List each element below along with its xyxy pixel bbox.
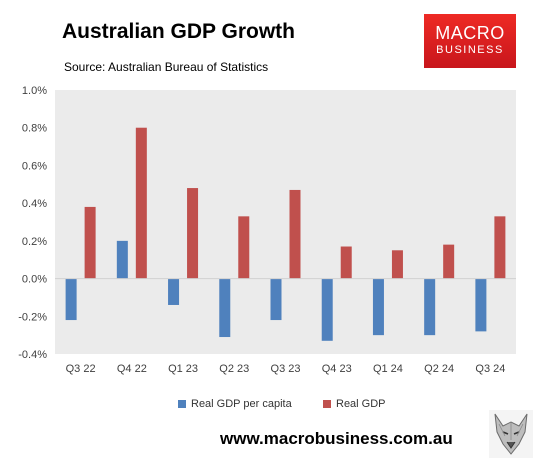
bar-real-gdp-per-capita [219, 278, 231, 338]
bar-real-gdp-per-capita [424, 278, 436, 336]
y-tick-label: 0.0% [22, 274, 47, 286]
bar-real-gdp [391, 250, 403, 279]
plot-area [55, 90, 516, 354]
y-tick-label: 1.0% [22, 85, 47, 97]
bar-real-gdp [443, 244, 455, 279]
x-tick-label: Q1 23 [168, 363, 198, 375]
legend-item-real-gdp: Real GDP [323, 398, 386, 410]
chart-title: Australian GDP Growth [62, 20, 295, 43]
chart-subtitle: Source: Australian Bureau of Statistics [64, 60, 269, 74]
bar-real-gdp-per-capita [65, 278, 77, 321]
bar-real-gdp-per-capita [475, 278, 487, 332]
legend-swatch-per-capita [178, 400, 186, 408]
x-tick-label: Q3 23 [271, 363, 301, 375]
bar-real-gdp [84, 206, 96, 279]
y-tick-label: 0.4% [22, 198, 47, 210]
bar-real-gdp [289, 189, 301, 279]
bar-real-gdp-per-capita [270, 278, 282, 321]
bar-real-gdp-per-capita [168, 278, 180, 305]
y-tick-label: -0.2% [18, 311, 47, 323]
bar-real-gdp-per-capita [116, 240, 128, 279]
logo-line-1: MACRO [435, 23, 505, 43]
x-tick-label: Q3 24 [475, 363, 505, 375]
bar-real-gdp [340, 246, 352, 279]
bar-real-gdp-per-capita [321, 278, 333, 341]
x-tick-label: Q4 22 [117, 363, 147, 375]
x-tick-label: Q4 23 [322, 363, 352, 375]
bar-real-gdp [494, 216, 506, 279]
wolf-icon [489, 410, 533, 458]
logo-line-2: BUSINESS [436, 44, 504, 56]
legend-item-real-gdp-per-capita: Real GDP per capita [178, 398, 292, 410]
website-url[interactable]: www.macrobusiness.com.au [220, 429, 453, 448]
bar-real-gdp [135, 127, 147, 279]
x-tick-label: Q2 23 [219, 363, 249, 375]
x-tick-label: Q2 24 [424, 363, 454, 375]
bar-real-gdp [238, 216, 250, 279]
x-tick-label: Q1 24 [373, 363, 403, 375]
bar-chart: -0.4% -0.2% 0.0% 0.2% 0.4% 0.6% 0.8% 1.0% Q3 22 Q… [18, 85, 516, 375]
y-tick-label: 0.2% [22, 236, 47, 248]
macrobusiness-logo: MACRO BUSINESS [424, 14, 516, 68]
x-tick-label: Q3 22 [66, 363, 96, 375]
y-tick-label: 0.6% [22, 160, 47, 172]
legend-label-real-gdp: Real GDP [336, 398, 386, 410]
bar-real-gdp [187, 188, 199, 279]
legend-label-per-capita: Real GDP per capita [191, 398, 292, 410]
legend-swatch-real-gdp [323, 400, 331, 408]
bar-real-gdp-per-capita [372, 278, 384, 336]
y-tick-label: 0.8% [22, 123, 47, 135]
y-tick-label: -0.4% [18, 349, 47, 361]
